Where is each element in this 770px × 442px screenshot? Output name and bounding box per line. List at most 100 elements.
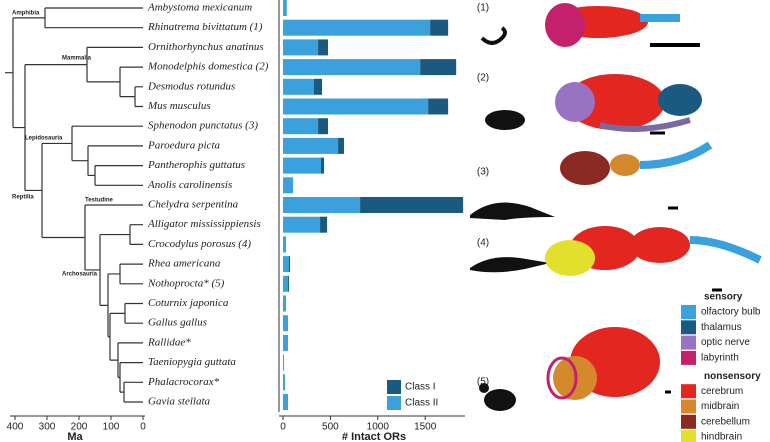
species-label: Paroedura picta — [147, 139, 220, 151]
legend-swatch — [681, 384, 696, 399]
species-label: Anolis carolinensis — [147, 179, 232, 191]
specimen-label: (3) — [477, 167, 489, 178]
legend-label: hindbrain — [701, 432, 742, 442]
bar — [283, 0, 287, 16]
bar — [283, 295, 287, 312]
bar — [283, 137, 339, 154]
legend-label: olfactory bulb — [701, 307, 761, 318]
bar — [338, 137, 345, 154]
caecilian — [480, 26, 507, 45]
bar — [283, 19, 431, 36]
species-label: Coturnix japonica — [148, 297, 229, 309]
clade-label: Amphibia — [12, 11, 40, 17]
bar — [283, 256, 289, 273]
bar — [283, 334, 289, 351]
species-label: Mus musculus — [147, 100, 211, 112]
bar — [430, 19, 449, 36]
clade-label: Archosauria — [62, 272, 98, 278]
brain-part — [639, 141, 713, 169]
species-label: Ornithorhynchus anatinus — [148, 41, 264, 53]
bar — [283, 216, 321, 233]
bar — [283, 118, 319, 135]
x-tick-label: 1500 — [414, 422, 437, 433]
bar — [283, 197, 361, 213]
legend-label: cerebrum — [701, 386, 743, 397]
bar — [318, 39, 329, 56]
clade-label: Lepidosauria — [25, 136, 63, 142]
bar — [320, 216, 328, 233]
bar — [420, 59, 457, 76]
species-label: Gallus gallus — [148, 317, 207, 329]
phylogeny — [5, 7, 143, 403]
legend-label: labyrinth — [701, 353, 739, 364]
species-label: Chelydra serpentina — [148, 199, 239, 211]
legend-label: thalamus — [701, 322, 742, 333]
bar — [283, 354, 285, 371]
bar — [283, 59, 421, 76]
bar — [283, 374, 285, 391]
brain-part — [565, 74, 665, 130]
brain-part — [640, 14, 680, 22]
bar — [360, 197, 464, 213]
bar — [283, 394, 289, 410]
legend-label: midbrain — [701, 401, 739, 412]
species-label: Rhinatrema bivittatum (1) — [147, 21, 263, 33]
bar — [428, 98, 449, 115]
specimen-label: (2) — [477, 73, 489, 84]
brains — [545, 3, 762, 400]
species-label: Desmodus rotundus — [147, 80, 235, 92]
x-tick-label: 1000 — [367, 422, 390, 433]
brain-part — [599, 117, 691, 132]
legend-swatch — [681, 430, 696, 442]
species-label: Taeniopygia guttata — [148, 356, 236, 368]
species-label: Crocodylus porosus (4) — [148, 238, 251, 250]
brain-part — [560, 151, 610, 185]
tuatara — [470, 202, 555, 220]
bar — [313, 78, 323, 95]
tree-axis-label: Ma — [67, 431, 83, 442]
bar — [283, 275, 289, 292]
species-label: Rhea americana — [147, 258, 221, 270]
brain-part — [658, 84, 702, 116]
opossum — [485, 110, 525, 130]
tinamou-head — [479, 383, 489, 393]
legend-label: optic nerve — [701, 337, 750, 348]
legend-swatch — [681, 335, 696, 350]
species-label: Alligator mississippiensis — [147, 218, 261, 230]
tree-tick-label: 300 — [39, 422, 56, 433]
legend-swatch — [387, 396, 401, 410]
legend-label: Class II — [405, 398, 438, 409]
brain-part — [555, 82, 595, 122]
clade-label: Testudine — [85, 198, 114, 204]
species-label: Phalacrocorax* — [147, 376, 220, 388]
brain-part — [546, 356, 578, 400]
species-label: Nothoprocta* (5) — [147, 277, 225, 289]
specimen-label: (4) — [477, 238, 489, 249]
tree-tick-label: 200 — [71, 422, 88, 433]
legend-swatch — [681, 350, 696, 365]
bar — [283, 39, 319, 56]
legend-swatch — [387, 380, 401, 394]
bar — [283, 236, 287, 253]
brain-part — [545, 240, 595, 276]
bar — [288, 256, 291, 273]
crocodile — [470, 257, 550, 273]
tree-tick-label: 100 — [103, 422, 120, 433]
tinamou — [484, 389, 516, 411]
legend-swatch — [681, 320, 696, 335]
x-tick-label: 0 — [280, 422, 286, 433]
species-label: Sphenodon punctatus (3) — [148, 120, 258, 132]
tree-tick-label: 400 — [7, 422, 24, 433]
clade-label: Mammalia — [62, 56, 92, 62]
legend-title: nonsensory — [704, 371, 761, 382]
x-tick-label: 500 — [322, 422, 339, 433]
bar — [283, 315, 289, 332]
species-label: Gavia stellata — [148, 396, 211, 408]
legend-label: cerebellum — [701, 416, 750, 427]
species-label: Rallidae* — [147, 336, 191, 348]
brain-part — [545, 3, 585, 47]
brain-part — [630, 227, 690, 263]
legend-swatch — [681, 399, 696, 414]
silhouettes — [470, 26, 555, 411]
